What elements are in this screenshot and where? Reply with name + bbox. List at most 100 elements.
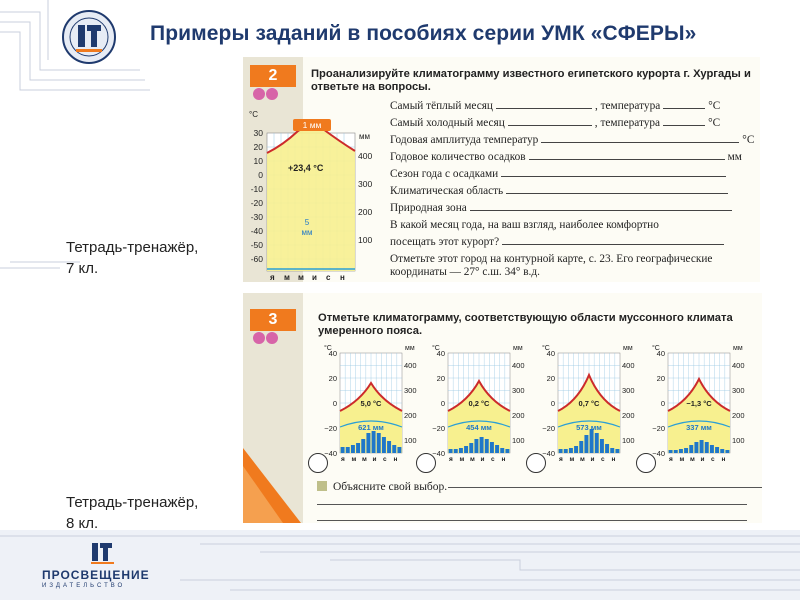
precip-bar bbox=[371, 431, 376, 453]
axis-unit-celsius: °C bbox=[432, 344, 440, 352]
month-label: м bbox=[470, 456, 475, 463]
precip-bar bbox=[469, 443, 474, 453]
left-tick: 0 bbox=[661, 399, 665, 408]
axis-unit-mm: мм bbox=[359, 132, 370, 141]
month-label: с bbox=[491, 456, 495, 463]
climatogram-hurghada: 1 мм +23,4 °C 5 мм °C мм 30 20 10 0 -10 … bbox=[249, 110, 372, 282]
month-label: я bbox=[341, 456, 345, 463]
precip-bar bbox=[699, 440, 704, 453]
publisher-name: ПРОСВЕЩЕНИЕ bbox=[42, 568, 150, 582]
avg-temp-label: 0,2 °C bbox=[469, 399, 491, 408]
precip-bar bbox=[558, 449, 563, 453]
month-label: м bbox=[570, 456, 575, 463]
right-tick: 200 bbox=[512, 411, 525, 420]
right-tick: 400 bbox=[732, 361, 745, 370]
month-label: и bbox=[591, 456, 595, 463]
answer-circle-option-1[interactable] bbox=[308, 453, 328, 473]
precip-bar bbox=[464, 446, 469, 453]
month-label: и bbox=[373, 456, 377, 463]
task-3-heading: Отметьте климатограмму, соответствующую … bbox=[318, 312, 733, 337]
avg-temp-label: 5,0 °C bbox=[361, 399, 383, 408]
top-precip-label: 1 мм bbox=[303, 120, 322, 130]
precip-bar bbox=[484, 439, 489, 453]
task-number: 3 bbox=[250, 309, 296, 331]
annual-precip-label: 621 мм bbox=[358, 423, 384, 432]
svg-text:400: 400 bbox=[358, 151, 372, 161]
explain-prompt: Объясните свой выбор. bbox=[317, 481, 447, 493]
svg-text:м: м bbox=[284, 273, 290, 282]
svg-text:с: с bbox=[326, 273, 331, 282]
month-label: м bbox=[352, 456, 357, 463]
precip-bar bbox=[678, 449, 683, 453]
svg-text:200: 200 bbox=[358, 207, 372, 217]
task-number: 2 bbox=[250, 65, 296, 87]
axis-unit-celsius: °C bbox=[249, 110, 258, 119]
precip-bar bbox=[453, 449, 458, 453]
month-label: с bbox=[601, 456, 605, 463]
right-tick: 400 bbox=[622, 361, 635, 370]
month-label: и bbox=[701, 456, 705, 463]
answer-circle-option-2[interactable] bbox=[416, 453, 436, 473]
right-tick: 300 bbox=[622, 386, 635, 395]
precip-bar bbox=[704, 442, 709, 453]
month-label: н bbox=[394, 456, 398, 463]
annual-precip-label: 337 мм bbox=[686, 423, 712, 432]
precip-bar bbox=[458, 448, 463, 453]
precip-bar bbox=[376, 433, 381, 453]
left-tick: 0 bbox=[333, 399, 337, 408]
month-label: м bbox=[580, 456, 585, 463]
right-tick: 200 bbox=[732, 411, 745, 420]
question-annual-precip: Годовое количество осадков мм bbox=[390, 151, 742, 163]
precip-bar bbox=[574, 446, 579, 453]
precip-bar bbox=[505, 449, 510, 453]
footer-band bbox=[0, 530, 800, 600]
right-tick: 400 bbox=[512, 361, 525, 370]
month-label: н bbox=[612, 456, 616, 463]
left-tick: −20 bbox=[652, 424, 665, 433]
month-label: н bbox=[722, 456, 726, 463]
month-label: м bbox=[680, 456, 685, 463]
month-label: м bbox=[690, 456, 695, 463]
left-tick: 20 bbox=[437, 374, 445, 383]
question-map-2: координаты — 27° с.ш. 34° в.д. bbox=[390, 266, 540, 278]
answer-circle-option-4[interactable] bbox=[636, 453, 656, 473]
precip-bar bbox=[479, 437, 484, 453]
month-label: я bbox=[559, 456, 563, 463]
axis-unit-celsius: °C bbox=[324, 344, 332, 352]
avg-temp-label: +23,4 °C bbox=[288, 163, 324, 173]
right-tick: 100 bbox=[404, 436, 417, 445]
precip-bar bbox=[345, 447, 350, 453]
precip-bar bbox=[720, 449, 725, 453]
svg-text:-10: -10 bbox=[251, 184, 264, 194]
month-label: с bbox=[383, 456, 387, 463]
month-label: с bbox=[711, 456, 715, 463]
left-tick: −20 bbox=[432, 424, 445, 433]
month-labels: я м м и с н bbox=[270, 273, 345, 282]
svg-text:м: м bbox=[298, 273, 304, 282]
task-2-heading: Проанализируйте климатограмму известного… bbox=[311, 68, 751, 93]
question-map-1: Отметьте этот город на контурной карте, … bbox=[390, 253, 713, 265]
svg-text:-30: -30 bbox=[251, 212, 264, 222]
axis-unit-mm: мм bbox=[623, 345, 633, 352]
precip-bar bbox=[589, 429, 594, 453]
difficulty-dots-icon bbox=[253, 332, 278, 344]
svg-text:и: и bbox=[312, 273, 317, 282]
question-coldest-month: Самый холодный месяц, температура °С bbox=[390, 117, 721, 129]
right-tick: 200 bbox=[622, 411, 635, 420]
decorative-lines bbox=[0, 0, 150, 269]
precip-bar bbox=[340, 447, 345, 453]
footer-decorative-lines bbox=[0, 535, 800, 591]
precip-bar bbox=[694, 442, 699, 453]
answer-circle-option-3[interactable] bbox=[526, 453, 546, 473]
precip-bar bbox=[605, 444, 610, 453]
left-tick: 20 bbox=[329, 374, 337, 383]
left-tick: 0 bbox=[551, 399, 555, 408]
precip-bar bbox=[495, 445, 500, 453]
left-tick: 40 bbox=[657, 349, 665, 358]
svg-text:30: 30 bbox=[254, 128, 264, 138]
axis-unit-celsius: °C bbox=[542, 344, 550, 352]
svg-text:0: 0 bbox=[258, 170, 263, 180]
